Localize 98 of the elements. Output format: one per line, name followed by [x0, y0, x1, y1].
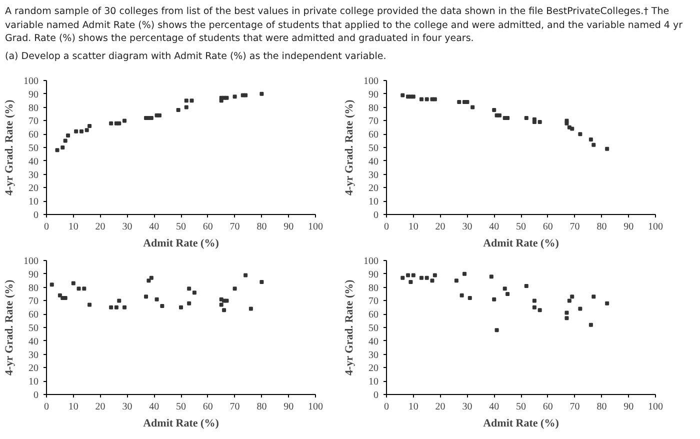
x-tick-label: 0 [384, 402, 389, 413]
x-tick-label: 30 [122, 402, 132, 413]
y-tick-label: 10 [368, 376, 378, 388]
y-tick-label: 30 [28, 350, 38, 362]
y-tick-label: 20 [28, 363, 38, 374]
x-tick-label: 70 [570, 222, 580, 233]
x-tick-label: 10 [68, 402, 78, 413]
x-tick-label: 30 [462, 402, 472, 413]
text: A random sample of 30 colleges from list of the best values in private college provided the data shown in the file BestPrivateColleges.† The variable named Admit Rate (%) shows the percentage of students that applied to the college and were admitted, and the variable named 4 yr Grad. Rate (%) shows the percentage of students that were admitted and graduated in four years. [5, 5, 684, 46]
x-tick-label: 0 [384, 222, 389, 233]
y-axis-title: 4-yr Grad. Rate (%) [344, 100, 356, 196]
x-tick-label: 60 [202, 402, 213, 413]
y-tick-label: 40 [28, 156, 38, 168]
x-tick-label: 10 [68, 222, 78, 233]
y-tick-label: 100 [364, 256, 378, 268]
x-tick-label: 60 [542, 222, 553, 233]
y-tick-label: 80 [28, 103, 38, 114]
y-tick-label: 20 [368, 363, 378, 374]
y-tick-label: 70 [368, 116, 378, 128]
y-tick-label: 80 [28, 283, 38, 294]
x-tick-label: 70 [230, 222, 240, 233]
x-tick-label: 70 [230, 402, 240, 413]
y-tick-label: 0 [34, 390, 38, 402]
x-tick-label: 100 [648, 402, 663, 413]
y-tick-label: 20 [28, 183, 38, 194]
x-tick-label: 40 [149, 222, 160, 233]
x-tick-label: 100 [308, 222, 323, 233]
y-tick-label: 60 [368, 130, 378, 141]
x-tick-label: 80 [596, 222, 607, 233]
y-tick-label: 100 [24, 76, 38, 88]
x-tick-label: 10 [408, 402, 418, 413]
y-tick-label: 30 [28, 170, 38, 182]
y-tick-label: 100 [24, 256, 38, 268]
y-tick-label: 50 [368, 143, 378, 154]
y-tick-label: 0 [374, 390, 378, 402]
x-tick-label: 20 [435, 402, 446, 413]
y-tick-label: 80 [368, 103, 378, 114]
x-tick-label: 40 [489, 402, 500, 413]
x-tick-label: 0 [44, 222, 49, 233]
x-tick-label: 10 [408, 222, 418, 233]
y-tick-label: 90 [368, 270, 378, 281]
y-tick-label: 10 [368, 196, 378, 208]
y-tick-label: 30 [368, 350, 378, 362]
y-tick-label: 60 [28, 310, 38, 321]
text: (a) Develop a scatter diagram with Admit Rate (%) as the independent variable. [5, 50, 388, 64]
y-tick-label: 50 [28, 323, 38, 334]
y-tick-label: 70 [28, 116, 38, 128]
y-tick-label: 10 [28, 376, 38, 388]
x-tick-label: 30 [122, 222, 132, 233]
x-tick-label: 50 [516, 222, 526, 233]
x-axis-title: Admit Rate (%) [143, 418, 220, 430]
x-tick-label: 80 [256, 222, 267, 233]
y-tick-label: 70 [28, 296, 38, 308]
x-tick-label: 80 [596, 402, 607, 413]
x-tick-label: 20 [435, 222, 446, 233]
y-tick-label: 0 [374, 210, 378, 222]
x-tick-label: 80 [256, 402, 267, 413]
y-tick-label: 10 [28, 196, 38, 208]
y-tick-label: 0 [34, 210, 38, 222]
x-tick-label: 90 [624, 402, 634, 413]
y-tick-label: 90 [28, 90, 38, 101]
y-tick-label: 50 [28, 143, 38, 154]
y-tick-label: 70 [368, 296, 378, 308]
x-tick-label: 20 [95, 402, 106, 413]
x-tick-label: 50 [176, 402, 186, 413]
x-tick-label: 90 [624, 222, 634, 233]
x-tick-label: 100 [648, 222, 663, 233]
y-tick-label: 60 [368, 310, 378, 321]
y-tick-label: 60 [28, 130, 38, 141]
y-tick-label: 100 [364, 76, 378, 88]
x-tick-label: 40 [149, 402, 160, 413]
y-tick-label: 80 [368, 283, 378, 294]
x-tick-label: 100 [308, 402, 323, 413]
x-tick-label: 30 [462, 222, 472, 233]
x-axis-title: Admit Rate (%) [143, 238, 220, 250]
y-tick-label: 20 [368, 183, 378, 194]
x-tick-label: 60 [202, 222, 213, 233]
y-tick-label: 40 [28, 336, 38, 348]
x-tick-label: 70 [570, 402, 580, 413]
x-tick-label: 0 [44, 402, 49, 413]
y-axis-title: 4-yr Grad. Rate (%) [4, 100, 16, 196]
x-tick-label: 60 [542, 402, 553, 413]
x-axis-title: Admit Rate (%) [483, 418, 560, 430]
y-tick-label: 90 [368, 90, 378, 101]
x-tick-label: 50 [516, 402, 526, 413]
x-axis-title: Admit Rate (%) [483, 238, 560, 250]
x-tick-label: 20 [95, 222, 106, 233]
y-axis-title: 4-yr Grad. Rate (%) [4, 280, 16, 376]
x-tick-label: 90 [284, 222, 294, 233]
y-tick-label: 40 [368, 336, 378, 348]
y-tick-label: 50 [368, 323, 378, 334]
y-tick-label: 30 [368, 170, 378, 182]
x-tick-label: 90 [284, 402, 294, 413]
y-tick-label: 40 [368, 156, 378, 168]
x-tick-label: 40 [489, 222, 500, 233]
y-axis-title: 4-yr Grad. Rate (%) [344, 280, 356, 376]
x-tick-label: 50 [176, 222, 186, 233]
y-tick-label: 90 [28, 270, 38, 281]
